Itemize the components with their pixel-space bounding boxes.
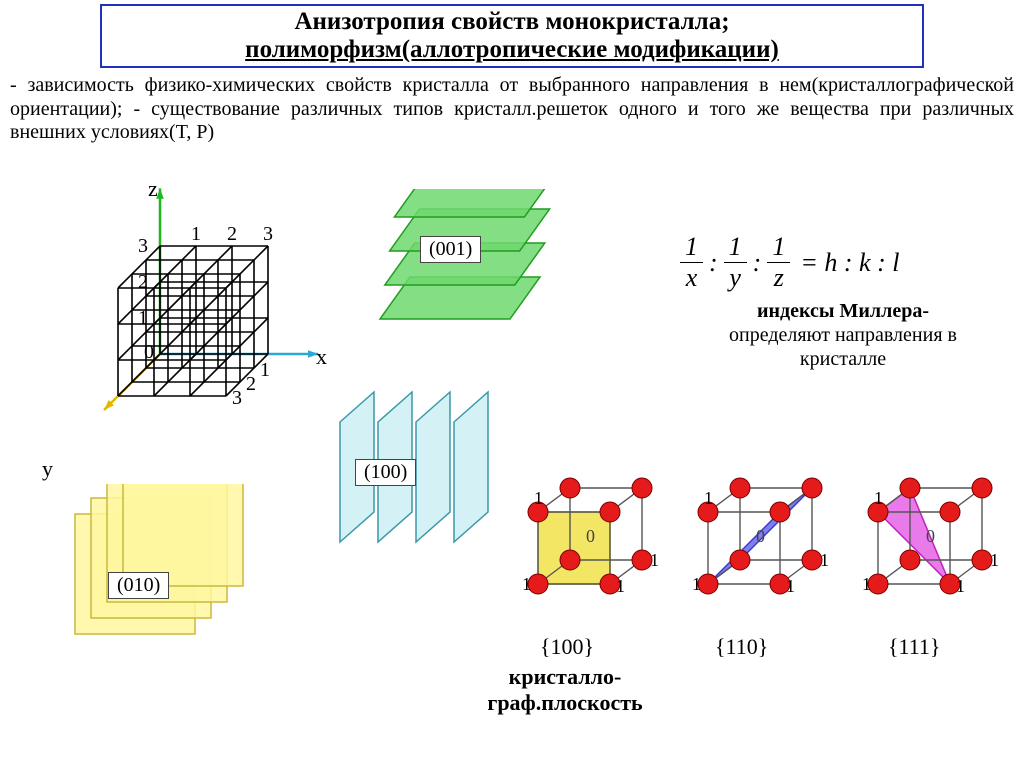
- title-box: Анизотропия свойств монокристалла; полим…: [100, 4, 924, 68]
- svg-text:1: 1: [956, 576, 965, 596]
- frac3-n: 1: [767, 234, 790, 263]
- miller-text: индексы Миллера- определяют направления …: [693, 299, 993, 371]
- svg-text:1: 1: [990, 550, 999, 570]
- svg-text:1: 1: [692, 574, 701, 594]
- svg-text:2: 2: [227, 223, 237, 245]
- svg-text:3: 3: [232, 387, 242, 409]
- svg-text:1: 1: [820, 550, 829, 570]
- plane-label-010: (010): [108, 572, 169, 599]
- frac2-d: y: [729, 263, 741, 291]
- svg-text:1: 1: [260, 359, 270, 381]
- axis-y-label: y: [42, 456, 53, 482]
- plane-label-001: (001): [420, 236, 481, 263]
- svg-text:3: 3: [263, 223, 273, 245]
- svg-text:1: 1: [138, 307, 148, 329]
- planes-001: [360, 189, 570, 349]
- cube-label-110: {110}: [715, 634, 768, 660]
- svg-text:0: 0: [926, 526, 935, 546]
- colon2: :: [753, 248, 762, 278]
- cube-111: 0 1 1 1 1: [840, 454, 1010, 634]
- cube-100: 0 1 1 1 1: [500, 454, 670, 634]
- svg-text:1: 1: [874, 488, 883, 508]
- caption: кристалло- граф.плоскость: [465, 664, 665, 716]
- svg-text:1: 1: [191, 223, 201, 245]
- miller-rest: определяют направления в кристалле: [729, 324, 957, 370]
- colon1: :: [709, 248, 718, 278]
- diagram-stage: 1233211230 z x y (001) (100) (010) 1x : …: [0, 174, 1024, 771]
- svg-text:1: 1: [522, 574, 531, 594]
- svg-text:0: 0: [144, 341, 154, 363]
- frac1-d: x: [686, 263, 698, 291]
- frac2-n: 1: [724, 234, 747, 263]
- caption-l2: граф.плоскость: [487, 690, 642, 715]
- svg-text:1: 1: [650, 550, 659, 570]
- axis-z-label: z: [148, 176, 158, 202]
- title-line1: Анизотропия свойств монокристалла;: [110, 8, 914, 36]
- svg-text:1: 1: [704, 488, 713, 508]
- axis-x-label: x: [316, 344, 327, 370]
- title-line2: полиморфизм(аллотропические модификации): [110, 36, 914, 64]
- cube-label-100: {100}: [540, 634, 594, 660]
- svg-text:0: 0: [586, 526, 595, 546]
- cube-label-111: {111}: [888, 634, 941, 660]
- frac1-n: 1: [680, 234, 703, 263]
- svg-text:1: 1: [616, 576, 625, 596]
- svg-text:1: 1: [786, 576, 795, 596]
- plane-label-100: (100): [355, 459, 416, 486]
- svg-text:3: 3: [138, 235, 148, 257]
- miller-formula: 1x : 1y : 1z = h : k : l: [680, 234, 899, 291]
- caption-l1: кристалло-: [509, 664, 622, 689]
- svg-text:2: 2: [138, 271, 148, 293]
- svg-text:1: 1: [862, 574, 871, 594]
- miller-bold: индексы Миллера-: [757, 300, 929, 322]
- svg-text:2: 2: [246, 373, 256, 395]
- lattice-diagram: 1233211230: [10, 174, 340, 474]
- description: - зависимость физико-химических свойств …: [10, 74, 1014, 145]
- cube-110: 0 1 1 1 1: [670, 454, 840, 634]
- svg-text:0: 0: [756, 526, 765, 546]
- svg-text:1: 1: [534, 488, 543, 508]
- frac3-d: z: [774, 263, 784, 291]
- formula-rhs: = h : k : l: [800, 248, 899, 278]
